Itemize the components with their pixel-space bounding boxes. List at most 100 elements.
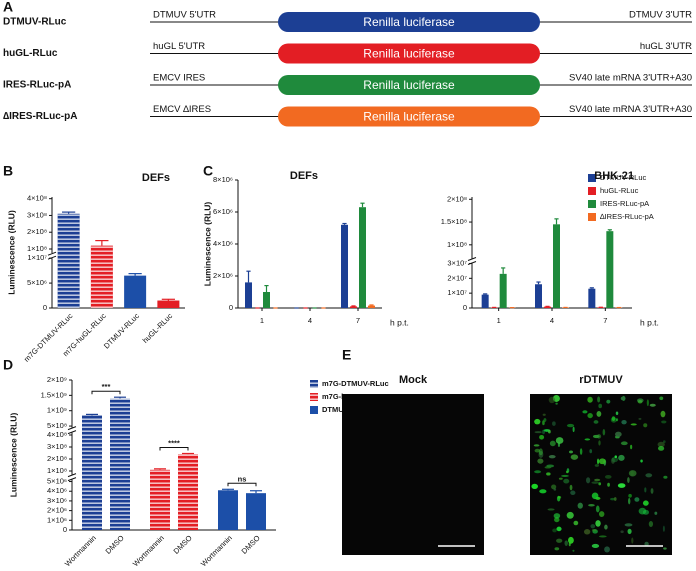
y-tick-label: 4×10⁸ bbox=[27, 194, 47, 203]
fluorescent-cell bbox=[662, 440, 666, 444]
image-title: rDTMUV bbox=[579, 374, 623, 386]
fluorescent-cell bbox=[592, 434, 600, 439]
fluorescent-cell bbox=[591, 492, 599, 500]
fluorescent-cell bbox=[663, 547, 667, 550]
fluorescent-cell bbox=[556, 538, 563, 543]
fluorescent-cell bbox=[620, 530, 624, 534]
fluorescent-cell bbox=[634, 497, 640, 502]
fluorescent-cell bbox=[662, 525, 665, 532]
fluorescent-cell bbox=[556, 526, 562, 532]
bar bbox=[246, 493, 266, 530]
legend-label: IRES-RLuc-pA bbox=[600, 199, 649, 208]
y-tick-label: 1×10⁹ bbox=[47, 406, 67, 415]
fluorescent-cell bbox=[573, 520, 579, 526]
fluorescent-cell bbox=[554, 517, 560, 523]
significance-bracket bbox=[91, 390, 121, 395]
fluorescent-cell bbox=[646, 399, 649, 407]
bar bbox=[553, 224, 560, 308]
utr-3: SV40 late mRNA 3'UTR+A30 bbox=[569, 73, 692, 84]
bar bbox=[218, 490, 238, 530]
legend-swatch bbox=[588, 187, 596, 195]
fluorescent-cell bbox=[534, 418, 541, 425]
x-axis-label: h p.t. bbox=[390, 317, 409, 327]
fluorescent-cell bbox=[570, 490, 576, 495]
fluorescent-cell bbox=[661, 420, 667, 424]
fluorescent-cell bbox=[594, 464, 600, 467]
fluorescent-cell bbox=[598, 440, 601, 446]
fluorescent-cell bbox=[594, 478, 601, 482]
construct-name: huGL-RLuc bbox=[3, 48, 58, 59]
fluorescent-cell bbox=[551, 484, 557, 490]
fluorescent-cell bbox=[606, 399, 611, 404]
fluorescent-cell bbox=[572, 549, 575, 552]
y-tick-label: 2×10⁶ bbox=[213, 271, 233, 280]
fluorescent-cell bbox=[590, 524, 596, 529]
fluorescent-cell bbox=[630, 444, 633, 450]
bar bbox=[368, 305, 375, 308]
fluorescent-cell bbox=[638, 417, 642, 420]
x-tick-label: Wortmannin bbox=[131, 533, 166, 568]
panel-label: E bbox=[342, 347, 351, 363]
fluorescent-cell bbox=[628, 470, 637, 477]
bar bbox=[157, 300, 180, 308]
x-tick-label: DMSO bbox=[104, 533, 126, 555]
fluorescent-cell bbox=[624, 523, 633, 527]
x-tick-label: DMSO bbox=[240, 533, 262, 555]
legend-label: DTMUV-RLuc bbox=[600, 173, 647, 182]
bar bbox=[481, 294, 489, 308]
fluorescent-cell bbox=[572, 426, 575, 433]
y-axis-label: Luminescence (RLU) bbox=[202, 202, 212, 287]
fluorescent-cell bbox=[642, 500, 649, 506]
fluorescent-cell bbox=[604, 474, 612, 479]
image-title: Mock bbox=[399, 374, 428, 386]
fluorescent-cell bbox=[628, 493, 632, 498]
legend-swatch bbox=[588, 174, 596, 182]
fluorescent-cell bbox=[586, 477, 591, 484]
fluorescent-cell bbox=[539, 489, 547, 494]
significance-label: *** bbox=[102, 382, 111, 391]
fluorescent-cell bbox=[659, 396, 664, 401]
fluorescent-cell bbox=[557, 495, 562, 499]
fluorescent-cell bbox=[657, 446, 665, 451]
y-tick-label: 1×10⁸ bbox=[447, 240, 467, 249]
legend-label: ∆IRES-RLuc-pA bbox=[600, 212, 654, 221]
x-tick-label: DTMUV-RLuc bbox=[102, 311, 141, 350]
bar bbox=[263, 292, 270, 308]
bar bbox=[544, 306, 551, 308]
fluorescent-cell bbox=[548, 430, 551, 434]
fluorescent-cell bbox=[615, 411, 619, 415]
fluorescent-cell bbox=[552, 421, 556, 426]
fluorescent-cell bbox=[620, 396, 626, 401]
fluorescent-cell bbox=[542, 420, 545, 426]
y-tick-label: 2×10⁶ bbox=[47, 506, 67, 515]
fluorescent-cell bbox=[638, 507, 647, 515]
legend-swatch bbox=[588, 213, 596, 221]
x-tick-label: 4 bbox=[550, 316, 554, 325]
bar-hatch bbox=[57, 213, 80, 308]
axis-break bbox=[47, 255, 57, 260]
bar bbox=[359, 207, 366, 308]
y-tick-label: 0 bbox=[229, 303, 233, 312]
y-tick-label: 3×10⁸ bbox=[27, 210, 47, 219]
orf-box bbox=[278, 12, 540, 32]
significance-label: **** bbox=[168, 438, 180, 447]
utr-5: DTMUV 5'UTR bbox=[153, 10, 216, 21]
chart-title: BHK-21 bbox=[594, 170, 634, 182]
fluorescent-cell bbox=[649, 403, 656, 407]
fluorescent-cell bbox=[591, 528, 597, 532]
y-tick-label: 2×10⁸ bbox=[447, 194, 467, 203]
bar-hatch bbox=[178, 454, 198, 530]
fluorescent-cell bbox=[544, 466, 552, 469]
fluorescent-cell bbox=[542, 413, 546, 416]
fluorescent-cell bbox=[604, 524, 608, 530]
fluorescent-cell bbox=[628, 497, 631, 505]
y-tick-label: 5×10⁶ bbox=[27, 278, 47, 287]
fluorescent-cell bbox=[607, 482, 610, 487]
legend-hatch bbox=[310, 380, 318, 388]
fluorescent-cell bbox=[630, 423, 637, 426]
fluorescent-cell bbox=[611, 456, 619, 463]
y-tick-label: 3×10⁶ bbox=[47, 496, 67, 505]
fluorescent-cell bbox=[537, 458, 544, 464]
y-tick-label: 6×10⁶ bbox=[213, 207, 233, 216]
fluorescent-cell bbox=[610, 497, 616, 501]
